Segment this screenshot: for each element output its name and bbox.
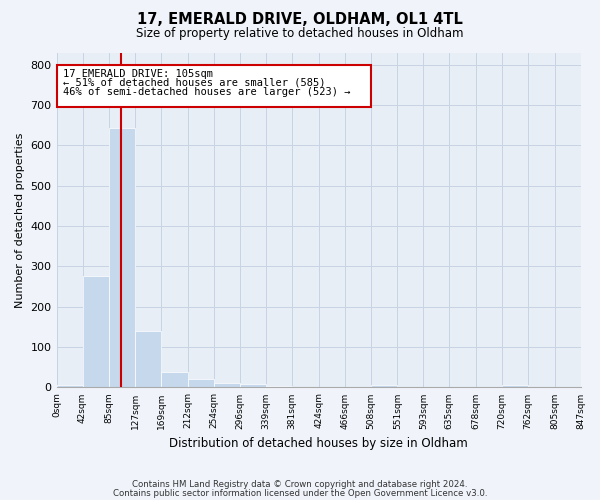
Bar [266, 386, 292, 388]
Bar [161, 372, 188, 388]
Bar [188, 380, 214, 388]
Text: 17 EMERALD DRIVE: 105sqm: 17 EMERALD DRIVE: 105sqm [63, 70, 213, 80]
Bar [371, 386, 397, 388]
Text: Contains public sector information licensed under the Open Government Licence v3: Contains public sector information licen… [113, 488, 487, 498]
FancyBboxPatch shape [56, 64, 371, 107]
Bar [214, 382, 239, 388]
Text: Size of property relative to detached houses in Oldham: Size of property relative to detached ho… [136, 28, 464, 40]
Text: ← 51% of detached houses are smaller (585): ← 51% of detached houses are smaller (58… [63, 78, 325, 88]
Text: 17, EMERALD DRIVE, OLDHAM, OL1 4TL: 17, EMERALD DRIVE, OLDHAM, OL1 4TL [137, 12, 463, 28]
X-axis label: Distribution of detached houses by size in Oldham: Distribution of detached houses by size … [169, 437, 468, 450]
Y-axis label: Number of detached properties: Number of detached properties [15, 132, 25, 308]
Bar [56, 384, 83, 388]
Text: Contains HM Land Registry data © Crown copyright and database right 2024.: Contains HM Land Registry data © Crown c… [132, 480, 468, 489]
Bar [135, 331, 161, 388]
Text: 46% of semi-detached houses are larger (523) →: 46% of semi-detached houses are larger (… [63, 87, 350, 97]
Bar [109, 128, 135, 388]
Bar [83, 276, 109, 388]
Bar [502, 384, 528, 388]
Bar [239, 384, 266, 388]
